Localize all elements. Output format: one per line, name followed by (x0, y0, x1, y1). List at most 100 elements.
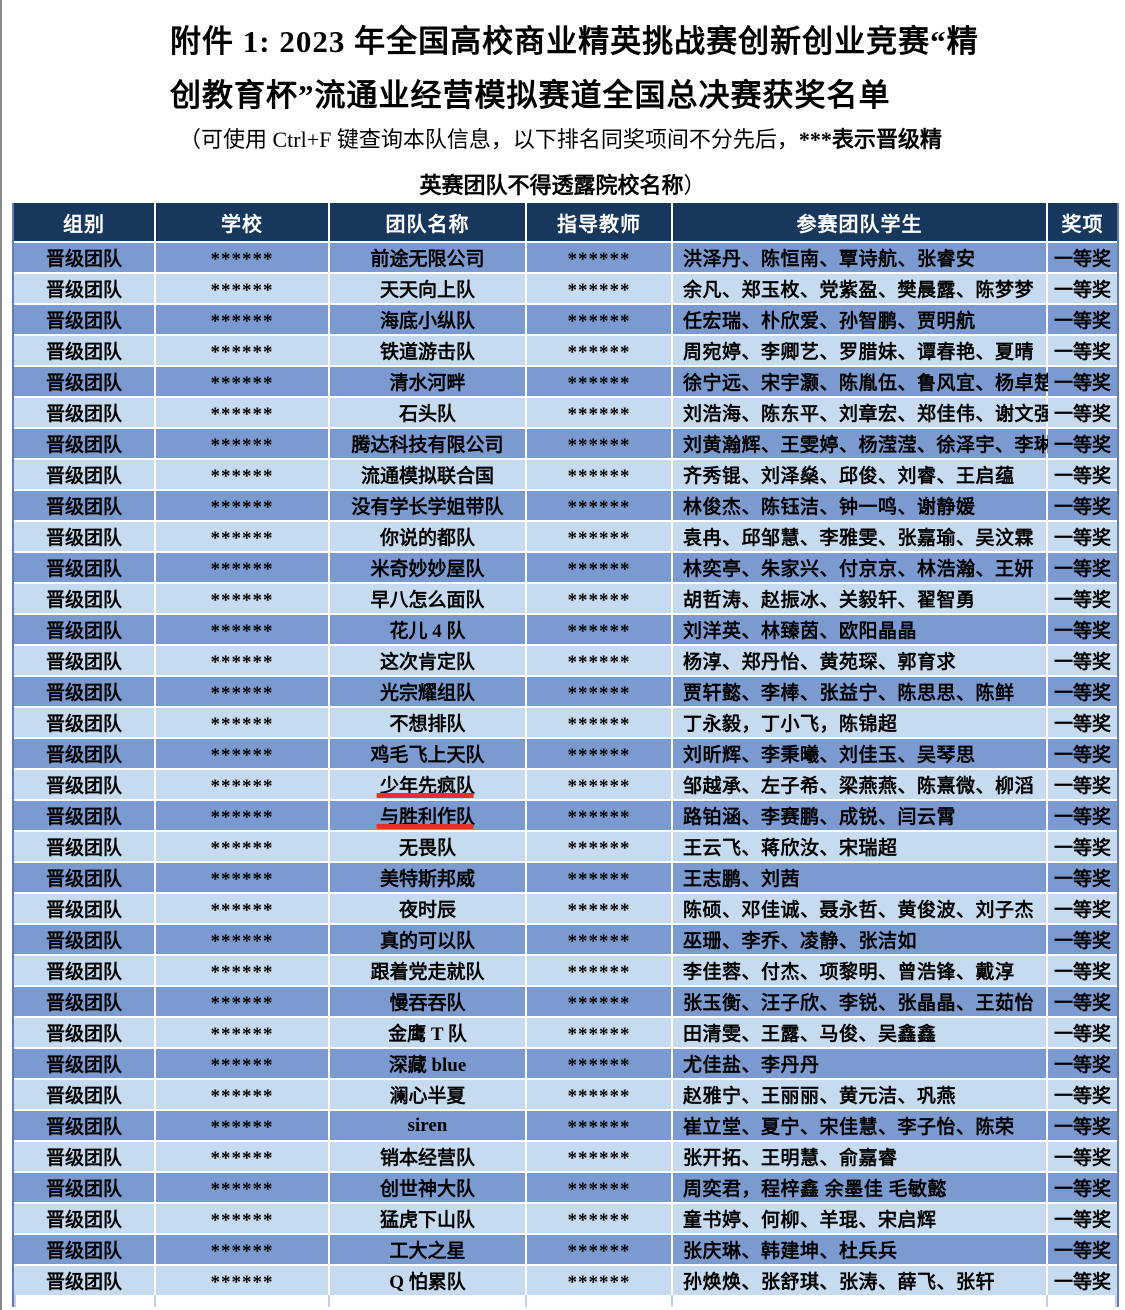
school-text: ****** (210, 868, 274, 890)
advisor-text: ****** (567, 930, 631, 952)
award-cell: 一等奖 (1048, 770, 1117, 799)
group-cell: 晋级团队 (14, 894, 154, 923)
table-row: 晋级团队 ****** 花儿 4 队 ****** 刘洋英、林臻茵、欧阳晶晶 一等奖 (14, 615, 1117, 644)
award-cell: 一等奖 (1048, 894, 1117, 923)
team-name-text: 花儿 4 队 (389, 621, 466, 642)
group-text: 晋级团队 (45, 590, 122, 611)
award-cell: 一等奖 (1048, 677, 1117, 706)
table-row: 晋级团队 ****** 早八怎么面队 ****** 胡哲涛、赵振冰、关毅轩、翟智勇 一等奖 (14, 584, 1117, 613)
award-cell: 一等奖 (1048, 739, 1117, 768)
award-cell: 一等奖 (1048, 460, 1117, 489)
group-cell: 晋级团队 (14, 584, 154, 613)
group-cell: 晋级团队 (14, 1049, 154, 1078)
team-name-cell: 流通模拟联合国 (330, 460, 525, 489)
advisor-text: ****** (567, 527, 631, 549)
award-text: 一等奖 (1053, 342, 1111, 363)
school-text: ****** (210, 775, 274, 797)
school-text: ****** (210, 1116, 274, 1138)
school-cell: ****** (156, 1204, 328, 1233)
school-cell: ****** (156, 987, 328, 1016)
school-cell: ****** (156, 925, 328, 954)
table-row: 晋级团队 ****** 海底小纵队 ****** 任宏瑞、朴欣爱、孙智鹏、贾明航 一等奖 (14, 305, 1117, 334)
award-text: 一等奖 (1053, 1241, 1111, 1262)
team-name-cell: 工大之星 (330, 1235, 525, 1264)
school-cell: ****** (156, 553, 328, 582)
school-text: ****** (210, 1271, 274, 1293)
school-cell: ****** (156, 832, 328, 861)
students-cell: 袁冉、邱邹慧、李雅雯、张嘉瑜、吴汶霖 (673, 522, 1046, 551)
group-cell: 晋级团队 (14, 336, 154, 365)
students-cell: 周奕君，程梓鑫 余墨佳 毛敏懿 (673, 1173, 1046, 1202)
table-row: 晋级团队 ****** 猛虎下山队 ****** 童书婷、何柳、羊琨、宋启辉 一等奖 (14, 1204, 1117, 1233)
award-cell: 一等奖 (1048, 987, 1117, 1016)
group-text: 晋级团队 (45, 528, 122, 549)
group-cell: 晋级团队 (14, 801, 154, 830)
award-text: 一等奖 (1053, 466, 1111, 487)
students-cell: 崔立堂、夏宁、宋佳慧、李子怡、陈荣 (673, 1111, 1046, 1140)
table-row: 晋级团队 ****** 工大之星 ****** 张庆琳、韩建坤、杜兵兵 一等奖 (14, 1235, 1117, 1264)
team-name-cell: 美特斯邦威 (330, 863, 525, 892)
attachment-title-line-2: 创教育杯”流通业经营模拟赛道全国总决赛获奖名单 (170, 78, 891, 113)
award-cell: 一等奖 (1048, 615, 1117, 644)
advisor-text: ****** (567, 868, 631, 890)
team-name-cell: 铁道游击队 (330, 336, 525, 365)
students-text: 巫珊、李乔、凌静、张洁如 (683, 931, 918, 952)
table-continuation-stubs (14, 1295, 1117, 1307)
school-cell: ****** (156, 1173, 328, 1202)
award-cell: 一等奖 (1048, 584, 1117, 613)
group-cell: 晋级团队 (14, 1266, 154, 1295)
advisor-text: ****** (567, 961, 631, 983)
group-cell: 晋级团队 (14, 553, 154, 582)
advisor-cell: ****** (527, 770, 671, 799)
group-text: 晋级团队 (45, 466, 122, 487)
team-name-text: 没有学长学姐带队 (351, 497, 504, 518)
students-cell: 丁永毅，丁小飞，陈锦超 (673, 708, 1046, 737)
advisor-text: ****** (567, 992, 631, 1014)
school-cell: ****** (156, 367, 328, 396)
school-text: ****** (210, 1240, 274, 1262)
table-body: 晋级团队 ****** 前途无限公司 ****** 洪泽丹、陈恒南、覃诗航、张睿安 一等奖… (14, 243, 1117, 1295)
students-text: 刘洋英、林臻茵、欧阳晶晶 (683, 621, 918, 642)
team-name-cell: siren (330, 1111, 525, 1140)
award-cell: 一等奖 (1048, 925, 1117, 954)
group-text: 晋级团队 (45, 900, 122, 921)
team-name-cell: 光宗耀组队 (330, 677, 525, 706)
group-cell: 晋级团队 (14, 367, 154, 396)
school-text: ****** (210, 1023, 274, 1045)
team-name-text: 创世神大队 (379, 1179, 475, 1200)
award-cell: 一等奖 (1048, 1049, 1117, 1078)
award-text: 一等奖 (1053, 683, 1111, 704)
school-cell: ****** (156, 708, 328, 737)
students-text: 李佳蓉、付杰、项黎明、曾浩锋、戴淳 (683, 962, 1015, 983)
team-name-cell: 澜心半夏 (330, 1080, 525, 1109)
team-name-cell: 销本经营队 (330, 1142, 525, 1171)
group-cell: 晋级团队 (14, 429, 154, 458)
advisor-cell: ****** (527, 398, 671, 427)
advisor-cell: ****** (527, 367, 671, 396)
team-name-text: 金鹰 T 队 (388, 1024, 467, 1045)
team-name-cell: 慢吞吞队 (330, 987, 525, 1016)
award-text: 一等奖 (1053, 776, 1111, 797)
students-text: 童书婷、何柳、羊琨、宋启辉 (683, 1210, 937, 1231)
award-text: 一等奖 (1053, 1210, 1111, 1231)
group-text: 晋级团队 (45, 1179, 122, 1200)
school-text: ****** (210, 341, 274, 363)
award-cell: 一等奖 (1048, 1111, 1117, 1140)
students-text: 洪泽丹、陈恒南、覃诗航、张睿安 (683, 249, 976, 270)
award-cell: 一等奖 (1048, 956, 1117, 985)
team-name-cell: 跟着党走就队 (330, 956, 525, 985)
group-text: 晋级团队 (45, 838, 122, 859)
group-cell: 晋级团队 (14, 305, 154, 334)
group-text: 晋级团队 (45, 1241, 122, 1262)
note-bold-start-text: ***表示晋级精 (798, 127, 942, 152)
table-row: 晋级团队 ****** 跟着党走就队 ****** 李佳蓉、付杰、项黎明、曾浩锋、戴淳 一… (14, 956, 1117, 985)
team-name-text: 海底小纵队 (379, 311, 475, 332)
award-text: 一等奖 (1053, 745, 1111, 766)
team-name-cell: 天天向上队 (330, 274, 525, 303)
group-text: 晋级团队 (45, 776, 122, 797)
advisor-cell: ****** (527, 1266, 671, 1295)
advisor-text: ****** (567, 1023, 631, 1045)
team-name-text: 前途无限公司 (370, 249, 485, 270)
students-text: 齐秀锟、刘泽燊、邱俊、刘睿、王启蕴 (683, 466, 1015, 487)
award-text: 一等奖 (1053, 900, 1111, 921)
